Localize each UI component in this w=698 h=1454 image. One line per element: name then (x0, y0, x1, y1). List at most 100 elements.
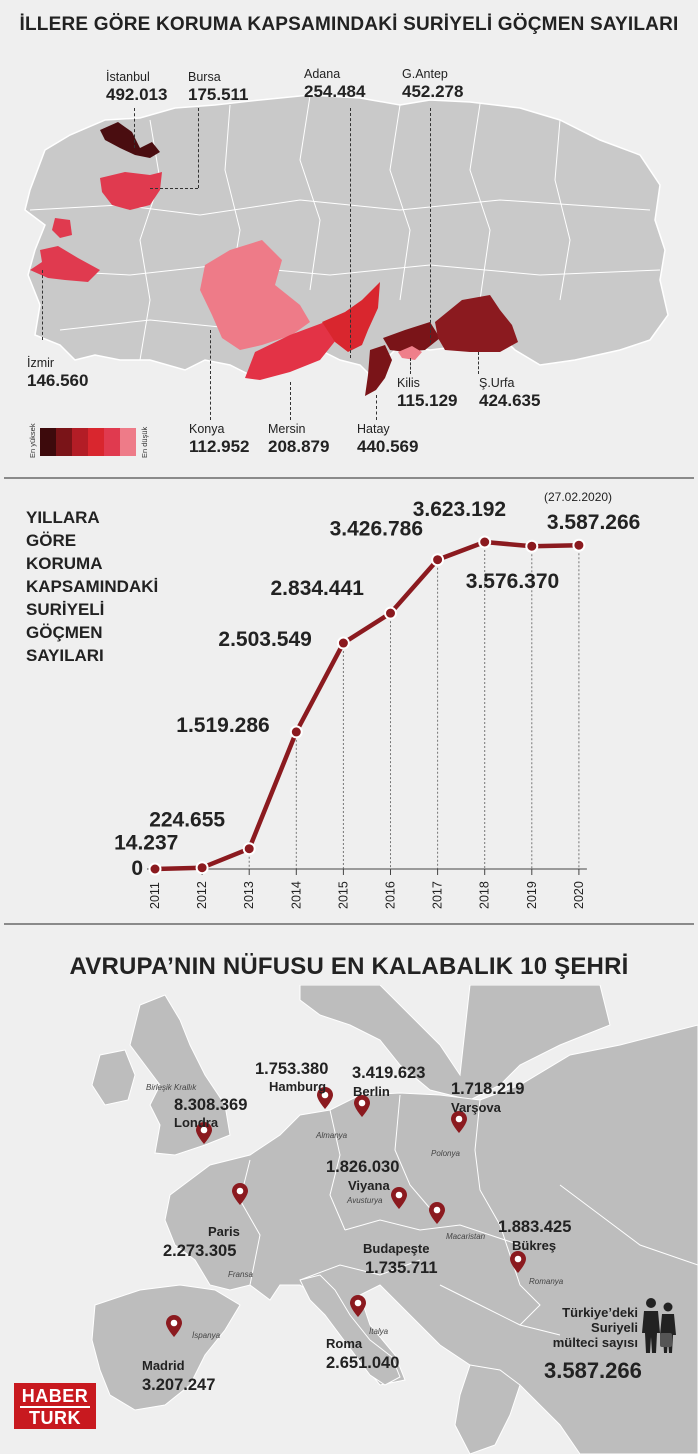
data-point (289, 725, 303, 739)
country-label-france: Fransa (228, 1270, 253, 1279)
separator-1 (4, 477, 694, 479)
leader-kilis (410, 358, 411, 374)
x-tick-label: 2018 (478, 881, 492, 909)
map-pin-icon (317, 1087, 333, 1109)
line-chart-title: YILLARA GÖRE KORUMA KAPSAMINDAKİ SURİYEL… (26, 508, 159, 665)
turkey-refugee-value: 3.587.266 (544, 1358, 642, 1383)
separator-2 (4, 923, 694, 925)
data-point (148, 862, 162, 876)
leader-izmir (42, 270, 43, 340)
province-adana (322, 282, 380, 352)
legend-low-label: En düşük (140, 426, 149, 458)
x-tick-label: 2017 (431, 881, 445, 909)
pop-berlin: 3.419.623 (352, 1064, 426, 1082)
x-tick-label: 2020 (572, 881, 586, 909)
pop-bukres: 1.883.425 (498, 1218, 572, 1236)
map-pin-icon (391, 1187, 407, 1209)
line-chart: 2011 2012 2013 2014 2015 2016 2017 2018 2019 2020… (114, 498, 640, 909)
country-label-austria: Avusturya (347, 1196, 383, 1205)
leader-hatay (376, 395, 377, 420)
x-tick-label: 2014 (289, 881, 303, 909)
x-tick-label: 2012 (195, 881, 209, 909)
country-label-poland: Polonya (431, 1149, 460, 1158)
label-mersin: Mersin 208.879 (268, 422, 330, 456)
landmass-iberia (91, 1284, 241, 1411)
label-istanbul: İstanbul 492.013 (106, 70, 168, 104)
country-label-germany: Almanya (316, 1131, 348, 1140)
name-berlin: Berlin (353, 1084, 390, 1099)
pop-budapeste: 1.735.711 (365, 1259, 438, 1277)
label-hatay: Hatay 440.569 (357, 422, 419, 456)
pop-roma: 2.651.040 (326, 1354, 400, 1372)
legend-swatch (40, 428, 56, 456)
europe-title: AVRUPA’NIN NÜFUSU EN KALABALIK 10 ŞEHRİ (69, 953, 629, 980)
leader-surfa (478, 352, 479, 374)
landmass-italy (299, 1274, 401, 1386)
map-pin-icon (196, 1122, 212, 1144)
name-hamburg: Hamburg (269, 1079, 327, 1094)
leader-konya (210, 330, 211, 420)
leader-bursa (198, 108, 199, 188)
label-kilis: Kilis 115.129 (397, 376, 458, 410)
data-point (242, 842, 256, 856)
province-konya (200, 240, 310, 350)
landmass-balkans (454, 1364, 521, 1454)
leader-adana (350, 108, 351, 358)
landmass-ireland (91, 1049, 136, 1106)
data-point (572, 538, 586, 552)
name-bukres: Bükreş (512, 1238, 557, 1253)
country-label-hungary: Macaristan (446, 1232, 486, 1241)
province-izmir-north (52, 218, 72, 238)
map-pin-icon (350, 1295, 366, 1317)
data-point (384, 606, 397, 620)
x-tick-label: 2013 (242, 881, 256, 909)
map-pin-icon (166, 1315, 182, 1337)
province-surfa (435, 295, 518, 352)
haberturk-logo: HABER TURK (14, 1383, 96, 1429)
province-gantep (383, 322, 440, 352)
x-tick-label: 2016 (384, 881, 398, 909)
refugee-family-icon (642, 1298, 676, 1353)
data-point (525, 539, 539, 553)
data-point (478, 535, 492, 549)
x-tick-label: 2011 (148, 882, 162, 909)
x-tick-label: 2019 (525, 881, 539, 909)
legend-swatch (88, 428, 104, 456)
name-madrid: Madrid (142, 1358, 185, 1373)
map-title: İLLERE GÖRE KORUMA KAPSAMINDAKİ SURİYELİ… (19, 14, 679, 35)
label-gantep: G.Antep 452.278 (402, 67, 464, 101)
country-label-spain: İspanya (192, 1331, 221, 1340)
landmass-britain (129, 994, 231, 1156)
value-label: 0 (131, 857, 143, 880)
pop-madrid: 3.207.247 (142, 1376, 216, 1394)
legend-high-label: En yüksek (28, 423, 37, 458)
legend-swatch (104, 428, 120, 456)
value-label: 2.503.549 (218, 628, 311, 651)
x-tick-label: 2015 (336, 881, 350, 909)
landmass-scandinavia (299, 985, 611, 1101)
leader-bursa-h (150, 188, 198, 189)
name-londra: Londra (174, 1115, 219, 1130)
value-label: 14.237 (114, 832, 178, 855)
legend-swatch (72, 428, 88, 456)
value-label: 1.519.286 (176, 714, 269, 737)
province-izmir (30, 246, 100, 282)
data-point (195, 861, 209, 875)
data-point (431, 553, 445, 567)
map-pin-icon (354, 1095, 370, 1117)
map-pin-icon (232, 1183, 248, 1205)
province-mersin (245, 322, 336, 380)
pop-varsova: 1.718.219 (451, 1080, 525, 1098)
name-viyana: Viyana (348, 1178, 390, 1193)
pop-hamburg: 1.753.380 (255, 1060, 329, 1078)
name-varsova: Varşova (451, 1100, 501, 1115)
pop-paris: 2.273.305 (163, 1242, 237, 1260)
leader-mersin (290, 382, 291, 420)
name-paris: Paris (208, 1224, 240, 1239)
label-konya: Konya 112.952 (189, 422, 250, 456)
legend-swatch (56, 428, 72, 456)
pop-viyana: 1.826.030 (326, 1158, 400, 1176)
value-label: 3.623.192 (413, 498, 506, 521)
data-point (336, 636, 350, 650)
